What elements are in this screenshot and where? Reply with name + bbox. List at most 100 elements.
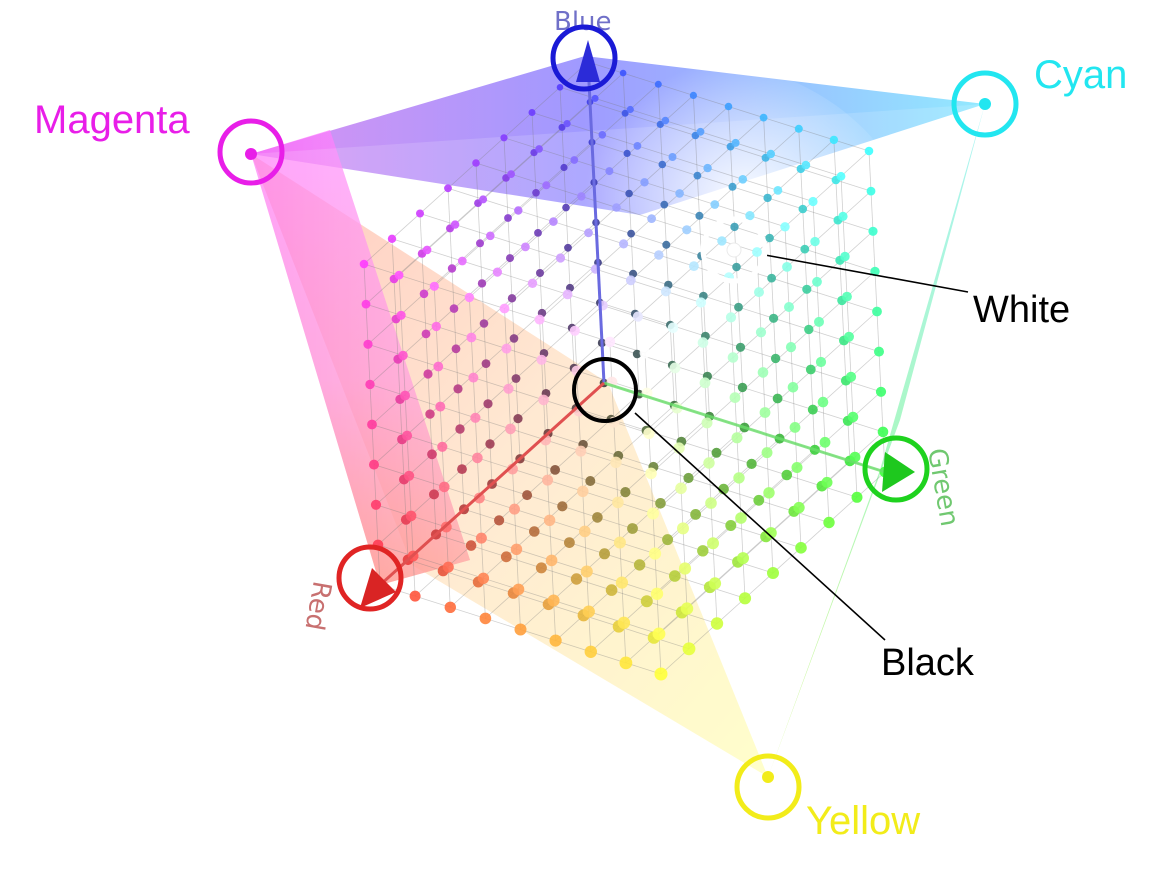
lattice-point [815, 356, 827, 368]
lattice-point [558, 123, 566, 131]
lattice-point [501, 343, 512, 354]
lattice-point [836, 171, 846, 181]
lattice-point [479, 612, 492, 625]
lattice-point [667, 322, 679, 334]
lattice-point [654, 667, 668, 681]
lattice-point [427, 449, 437, 460]
lattice-point [433, 361, 444, 372]
lattice-point [781, 469, 793, 481]
lattice-point [847, 411, 859, 423]
lattice-point [425, 409, 435, 419]
lattice-point [513, 414, 523, 424]
lattice-point [730, 222, 739, 232]
lattice-point [701, 417, 713, 429]
lattice-point [759, 113, 768, 122]
magenta-dot [245, 148, 257, 160]
lattice-point [773, 186, 783, 195]
lattice-point [585, 476, 596, 486]
lattice-point [810, 236, 820, 247]
lattice-point [439, 481, 450, 493]
lattice-point [549, 217, 558, 226]
lattice-point [654, 250, 664, 260]
lattice-point [682, 225, 692, 235]
lattice-point [522, 490, 533, 501]
lattice-point [643, 427, 655, 439]
lattice-point [703, 163, 712, 173]
lattice-point [662, 534, 674, 546]
lattice-point [695, 211, 704, 220]
lattice-point [717, 236, 727, 246]
lattice-point [457, 256, 467, 266]
lattice-point [468, 372, 479, 383]
lattice-point [626, 105, 634, 114]
lattice-point [584, 645, 597, 658]
lattice-point [697, 545, 709, 557]
lattice-point [689, 261, 699, 271]
lattice-point [729, 392, 741, 403]
lattice-point [731, 432, 743, 444]
lattice-point [547, 594, 560, 607]
green-axis-line [603, 381, 886, 474]
lattice-point [470, 412, 481, 423]
lattice-point [474, 492, 485, 504]
lattice-point [510, 543, 523, 555]
lattice-point [791, 462, 803, 473]
black-circle [572, 357, 638, 423]
lattice-point [477, 279, 487, 288]
lattice-point [575, 445, 587, 457]
lattice-point [731, 138, 740, 147]
blue-axis-line [586, 61, 606, 384]
lattice-point [450, 220, 460, 229]
cyan-dot [979, 98, 991, 110]
lattice-point [556, 84, 564, 91]
lattice-point [396, 310, 406, 320]
lattice-point [682, 642, 696, 656]
lattice-point [580, 565, 593, 578]
rgb-axes: Blue Green Red [299, 7, 965, 633]
lattice-point [767, 273, 776, 283]
lattice-point [787, 382, 799, 393]
lattice-point [560, 163, 568, 172]
lattice-point [823, 516, 835, 529]
lattice-point [564, 243, 572, 252]
lattice-point [521, 242, 530, 252]
lattice-point [690, 509, 701, 520]
lattice-point [765, 233, 774, 243]
lattice-point [514, 206, 523, 215]
blue-circle [550, 24, 618, 92]
lattice-point [766, 149, 775, 159]
lattice-point [802, 284, 812, 294]
lattice-point [429, 489, 439, 500]
lattice-point [632, 349, 642, 359]
lattice-point [693, 171, 702, 180]
lattice-point [481, 359, 491, 368]
red-axis-line [378, 381, 606, 587]
lattice-point [464, 292, 475, 303]
lattice-point [562, 289, 573, 300]
lattice-point [655, 498, 666, 509]
lattice-point [562, 203, 570, 212]
lattice-point [647, 507, 659, 520]
lattice-point [707, 537, 719, 550]
lattice-point [759, 407, 771, 418]
lattice-point [817, 396, 829, 408]
lattice-point [808, 196, 818, 207]
lattice-point [555, 253, 566, 263]
lattice-point [451, 344, 461, 354]
lattice-point [472, 159, 480, 167]
lattice-point [812, 276, 822, 287]
lattice-point [870, 266, 880, 277]
lattice-point [633, 142, 642, 150]
lattice-point [755, 327, 767, 338]
lattice-point [605, 584, 618, 596]
lattice-point [647, 214, 656, 224]
lattice-point [640, 178, 649, 187]
lattice-point [648, 547, 662, 560]
lattice-point [710, 617, 724, 630]
lattice-point [494, 515, 505, 526]
lattice-point [527, 278, 538, 288]
lattice-point [466, 332, 477, 343]
lattice-point [727, 352, 739, 363]
lattice-point [699, 377, 711, 389]
lattice-point [402, 430, 413, 441]
